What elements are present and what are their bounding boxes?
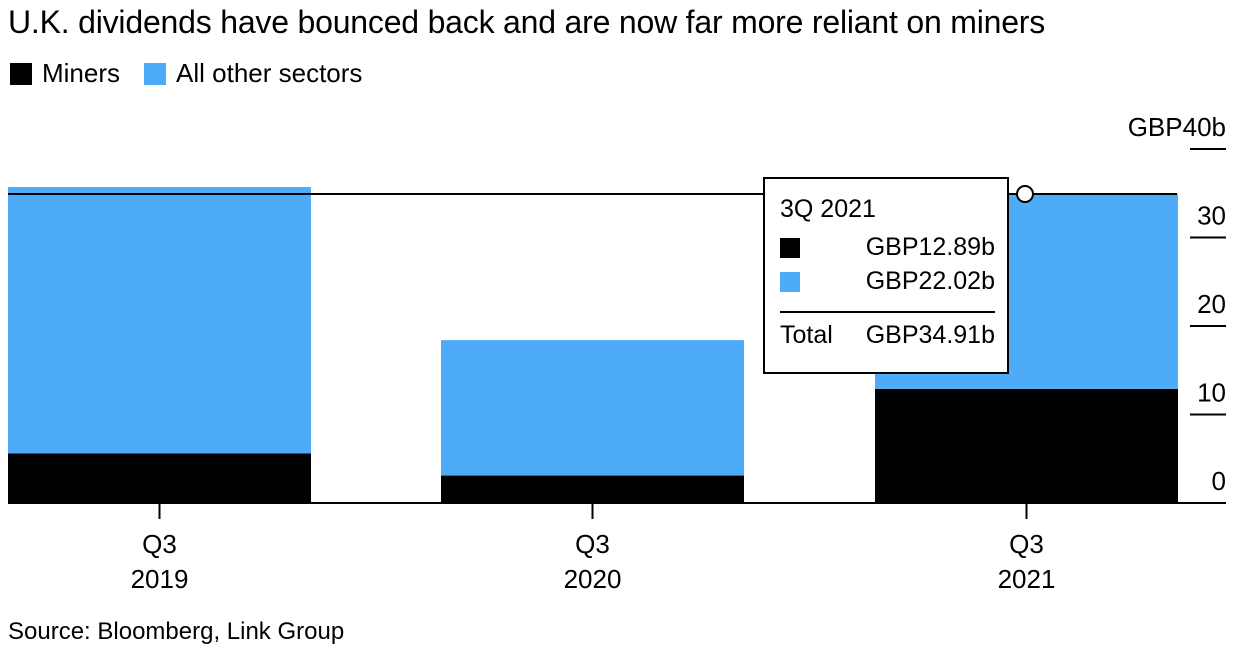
x-tick-label-quarter-2019: Q3 bbox=[142, 529, 177, 559]
legend-swatch-other-sectors bbox=[144, 62, 167, 85]
y-tick-label-20: 20 bbox=[1197, 289, 1226, 319]
tooltip-swatch-other-sectors bbox=[780, 271, 800, 292]
bar-miners-2021 bbox=[875, 388, 1178, 503]
tooltip-title: 3Q 2021 bbox=[780, 195, 876, 223]
tooltip-total-label: Total bbox=[780, 321, 833, 349]
source-note: Source: Bloomberg, Link Group bbox=[8, 618, 345, 645]
y-tick-label-0: 0 bbox=[1212, 466, 1226, 496]
legend-item-other-sectors[interactable]: All other sectors bbox=[144, 58, 362, 89]
tooltip-swatch-miners bbox=[780, 237, 800, 258]
x-tick-label-year-2020: 2020 bbox=[564, 564, 622, 594]
bar-other-sectors-2019 bbox=[8, 187, 311, 454]
tooltip-row-miners: GBP12.89b bbox=[780, 233, 995, 262]
legend-label-miners: Miners bbox=[42, 58, 121, 88]
y-tick-label-40: GBP40b bbox=[1128, 112, 1226, 142]
y-tick-label-30: 30 bbox=[1197, 201, 1226, 231]
legend-swatch-miners bbox=[10, 62, 32, 85]
legend: Miners All other sectors bbox=[10, 58, 386, 89]
tooltip-divider bbox=[780, 311, 995, 313]
x-tick-label-year-2019: 2019 bbox=[131, 564, 189, 594]
tooltip-value-other-sectors: GBP22.02b bbox=[865, 267, 995, 295]
bar-miners-2019 bbox=[8, 453, 311, 503]
legend-label-other-sectors: All other sectors bbox=[176, 58, 363, 88]
y-tick-label-10: 10 bbox=[1197, 378, 1226, 408]
legend-item-miners[interactable]: Miners bbox=[10, 58, 120, 89]
tooltip-total-value: GBP34.91b bbox=[865, 321, 995, 349]
bar-miners-2020 bbox=[441, 475, 744, 503]
reference-marker bbox=[1016, 185, 1034, 204]
x-tick-label-quarter-2020: Q3 bbox=[575, 529, 610, 559]
tooltip-row-other-sectors: GBP22.02b bbox=[780, 267, 995, 296]
tooltip: 3Q 2021 GBP12.89b GBP22.02b Total GBP34.… bbox=[763, 177, 1009, 374]
tooltip-value-miners: GBP12.89b bbox=[865, 233, 995, 261]
x-tick-label-quarter-2021: Q3 bbox=[1009, 529, 1044, 559]
x-tick-label-year-2021: 2021 bbox=[998, 564, 1056, 594]
chart-title: U.K. dividends have bounced back and are… bbox=[8, 4, 1046, 40]
bar-other-sectors-2020 bbox=[441, 340, 744, 476]
tooltip-row-total: Total GBP34.91b bbox=[780, 321, 995, 350]
